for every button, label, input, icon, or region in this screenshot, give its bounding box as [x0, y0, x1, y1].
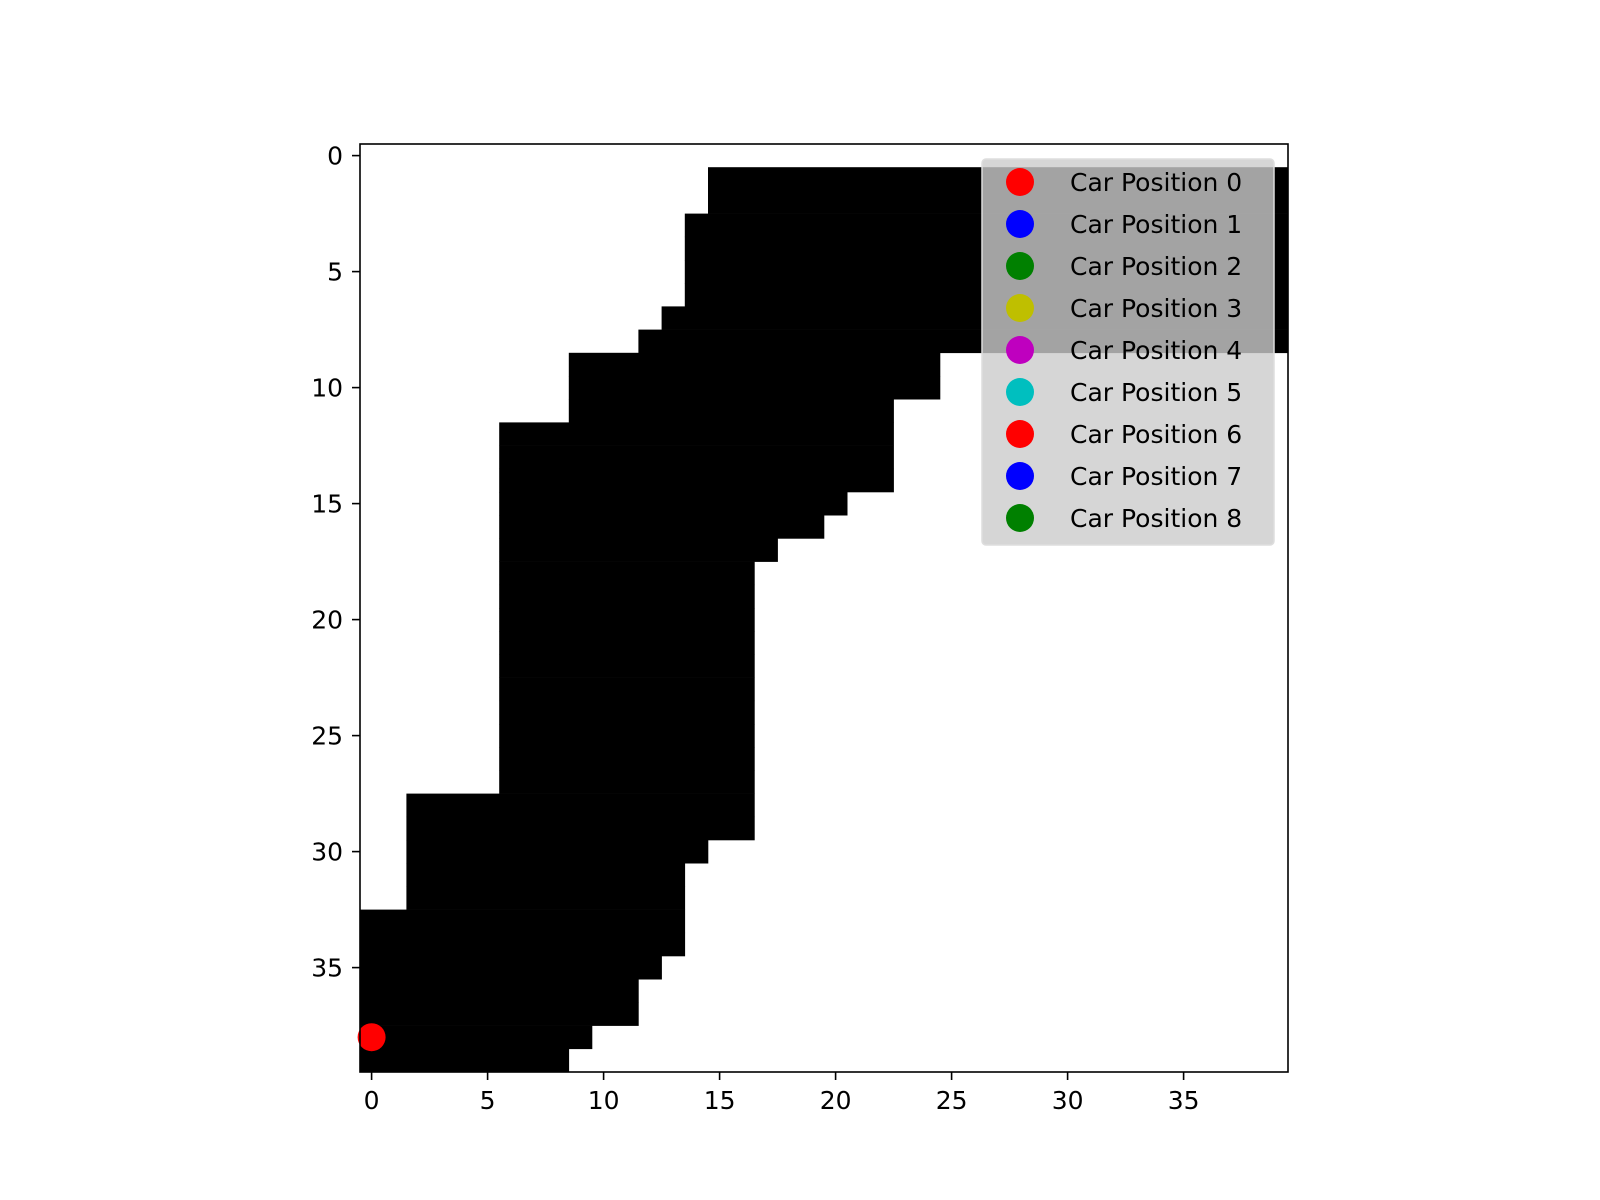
- track-row-18: [499, 561, 755, 586]
- legend-marker-7: [1006, 462, 1034, 490]
- track-row-38: [360, 1025, 593, 1050]
- x-tick-label-15: 15: [704, 1086, 736, 1115]
- track-row-39: [360, 1048, 570, 1073]
- track-row-24: [499, 700, 755, 725]
- legend-label-2: Car Position 2: [1070, 252, 1242, 281]
- y-axis: 0 5 10 15 20 25 30 35: [311, 142, 360, 983]
- legend-label-7: Car Position 7: [1070, 462, 1242, 491]
- track-row-27: [499, 770, 755, 794]
- legend-box: [981, 158, 1275, 546]
- track-row-12: [499, 422, 894, 446]
- track-row-28: [406, 793, 755, 818]
- track-row-32: [406, 886, 686, 910]
- x-tick-label-20: 20: [820, 1086, 852, 1115]
- track-row-9: [568, 352, 941, 377]
- track-row-14: [499, 468, 894, 493]
- track-row-22: [499, 654, 755, 678]
- legend-label-3: Car Position 3: [1070, 294, 1242, 323]
- x-tick-label-10: 10: [588, 1086, 620, 1115]
- track-row-26: [499, 747, 755, 771]
- x-tick-label-35: 35: [1168, 1086, 1200, 1115]
- track-row-16: [499, 515, 825, 539]
- car-markers: [357, 1023, 386, 1052]
- track-row-11: [568, 399, 894, 423]
- track-row-37: [360, 1002, 639, 1026]
- y-tick-label-35: 35: [311, 954, 343, 983]
- track-row-29: [406, 816, 755, 841]
- y-tick-label-5: 5: [327, 258, 343, 287]
- track-row-23: [499, 677, 755, 702]
- track-row-33: [360, 909, 686, 934]
- legend-marker-0: [1006, 168, 1034, 196]
- legend-marker-5: [1006, 378, 1034, 406]
- legend-marker-4: [1006, 336, 1034, 364]
- legend: Car Position 0 Car Position 1 Car Position…: [981, 158, 1275, 546]
- legend-label-4: Car Position 4: [1070, 336, 1242, 365]
- track-row-15: [499, 492, 848, 516]
- track-row-21: [499, 631, 755, 655]
- track-row-34: [360, 932, 686, 957]
- y-tick-label-10: 10: [311, 374, 343, 403]
- track-row-36: [360, 979, 639, 1003]
- track-row-17: [499, 538, 778, 562]
- legend-marker-1: [1006, 210, 1034, 238]
- x-tick-label-30: 30: [1052, 1086, 1084, 1115]
- track-row-25: [499, 724, 755, 748]
- track-row-30: [406, 840, 709, 864]
- y-tick-label-15: 15: [311, 490, 343, 519]
- y-tick-label-30: 30: [311, 838, 343, 867]
- legend-label-1: Car Position 1: [1070, 210, 1242, 239]
- track-row-31: [406, 863, 686, 887]
- x-tick-label-25: 25: [936, 1086, 968, 1115]
- car-position-0-marker: [357, 1023, 386, 1052]
- y-tick-label-20: 20: [311, 606, 343, 635]
- track-row-10: [568, 376, 941, 400]
- legend-label-8: Car Position 8: [1070, 504, 1242, 533]
- track-row-35: [360, 956, 662, 980]
- track-row-20: [499, 608, 755, 632]
- x-axis: 0 5 10 15 20 25 30 35: [364, 1072, 1200, 1115]
- legend-label-0: Car Position 0: [1070, 168, 1242, 197]
- legend-label-5: Car Position 5: [1070, 378, 1242, 407]
- legend-marker-2: [1006, 252, 1034, 280]
- y-tick-label-0: 0: [327, 142, 343, 171]
- legend-label-6: Car Position 6: [1070, 420, 1242, 449]
- legend-marker-8: [1006, 504, 1034, 532]
- legend-marker-6: [1006, 420, 1034, 448]
- y-tick-label-25: 25: [311, 722, 343, 751]
- legend-marker-3: [1006, 294, 1034, 322]
- track-row-13: [499, 445, 894, 470]
- track-row-19: [499, 584, 755, 609]
- axes-frame: [359, 143, 1289, 1073]
- x-tick-label-0: 0: [364, 1086, 380, 1115]
- x-tick-label-5: 5: [480, 1086, 496, 1115]
